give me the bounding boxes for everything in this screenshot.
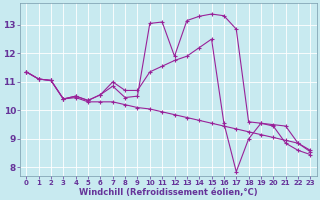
X-axis label: Windchill (Refroidissement éolien,°C): Windchill (Refroidissement éolien,°C) bbox=[79, 188, 258, 197]
